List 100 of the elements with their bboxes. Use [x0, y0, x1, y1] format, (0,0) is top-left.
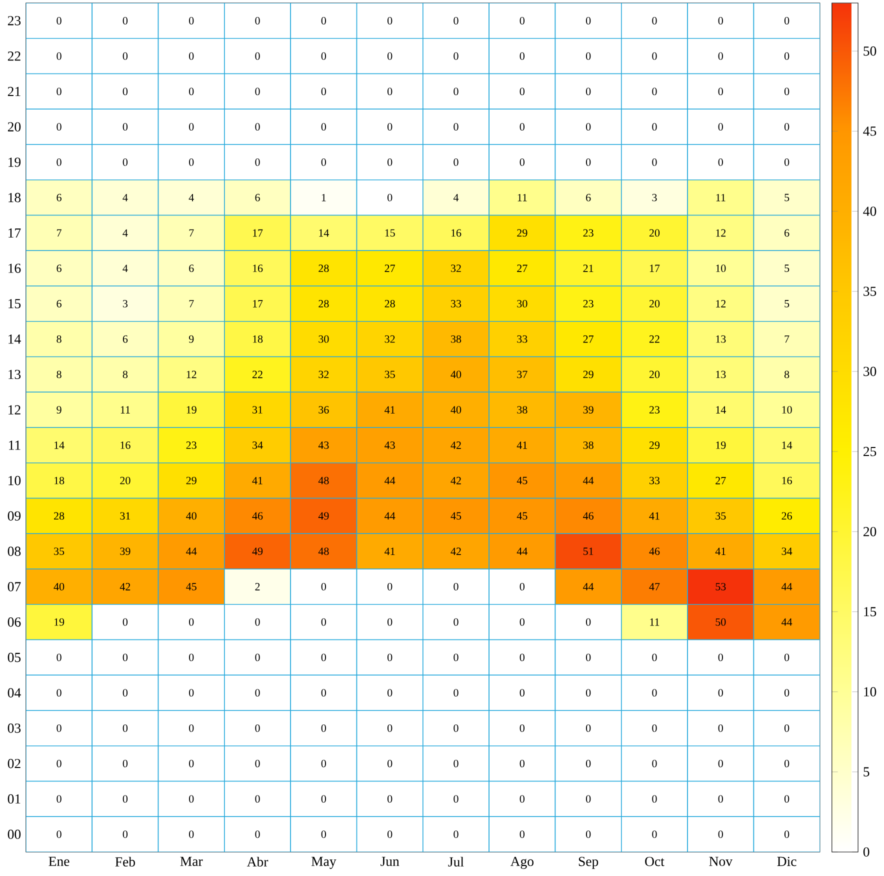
data-label: 27 — [384, 264, 396, 272]
data-label: 0 — [718, 123, 723, 130]
data-label: 41 — [252, 476, 262, 484]
data-label: 0 — [56, 52, 62, 60]
data-label: 40 — [450, 406, 462, 414]
data-label: 12 — [716, 229, 726, 236]
data-label: 5 — [784, 300, 790, 308]
data-label: 0 — [652, 123, 657, 130]
data-label: 40 — [186, 512, 196, 520]
x-tick-label: Ago — [510, 856, 534, 869]
data-label: 14 — [319, 229, 330, 236]
data-label: 27 — [517, 264, 528, 272]
data-label: 12 — [186, 370, 196, 378]
data-label: 45 — [516, 512, 528, 520]
data-label: 17 — [650, 264, 660, 272]
data-label: 41 — [715, 548, 726, 555]
data-label: 8 — [56, 335, 62, 343]
y-tick-label: 01 — [8, 794, 20, 804]
data-label: 0 — [189, 123, 194, 130]
data-label: 0 — [122, 830, 128, 838]
data-label: 49 — [252, 548, 263, 555]
data-label: 0 — [122, 688, 128, 696]
y-tick-label: 09 — [8, 511, 21, 520]
data-label: 33 — [649, 476, 660, 484]
data-label: 0 — [321, 52, 326, 60]
data-label: 0 — [189, 688, 194, 696]
x-tick-label: Ene — [48, 856, 70, 866]
data-label: 35 — [54, 548, 64, 555]
data-label: 0 — [718, 760, 723, 768]
data-label: 0 — [321, 582, 326, 590]
data-label: 0 — [520, 88, 524, 96]
y-tick-label: 02 — [8, 758, 20, 768]
data-label: 0 — [189, 16, 194, 24]
y-tick-label: 23 — [8, 16, 21, 26]
data-label: 0 — [586, 618, 591, 626]
data-label: 0 — [388, 52, 392, 60]
data-label: 0 — [189, 654, 194, 662]
data-label: 0 — [520, 582, 524, 590]
data-label: 0 — [321, 688, 326, 696]
data-label: 6 — [255, 194, 260, 202]
data-label: 27 — [583, 335, 594, 343]
data-label: 46 — [583, 512, 594, 520]
data-label: 0 — [189, 830, 194, 838]
data-label: 4 — [122, 229, 128, 236]
data-label: 33 — [517, 335, 528, 343]
data-label: 41 — [649, 512, 660, 520]
x-tick-label: Feb — [115, 856, 136, 866]
data-label: 0 — [520, 52, 524, 60]
data-label: 49 — [318, 512, 329, 520]
y-tick-label: 12 — [8, 405, 20, 414]
y-tick-label: 08 — [8, 546, 21, 556]
data-label: 0 — [388, 123, 392, 130]
x-tick-label: Jun — [380, 856, 400, 866]
data-label: 0 — [652, 795, 657, 803]
color-bar-label: 50 — [864, 46, 876, 56]
data-label: 0 — [189, 760, 194, 768]
data-label: 39 — [583, 406, 594, 414]
data-label: 29 — [186, 476, 196, 484]
data-label: 11 — [716, 194, 726, 202]
data-label: 6 — [784, 229, 790, 237]
data-label: 28 — [318, 300, 329, 308]
data-label: 0 — [520, 654, 524, 662]
data-label: 0 — [454, 582, 458, 590]
data-label: 2 — [255, 582, 260, 590]
data-label: 14 — [782, 441, 792, 449]
data-label: 11 — [518, 194, 527, 202]
data-label: 0 — [520, 688, 524, 696]
data-label: 51 — [583, 548, 594, 555]
data-label: 0 — [520, 830, 524, 838]
data-label: 0 — [454, 760, 458, 768]
data-label: 0 — [652, 688, 657, 696]
data-label: 3 — [122, 300, 128, 308]
color-bar-label: 10 — [864, 687, 876, 696]
data-label: 4 — [122, 264, 128, 272]
color-bar-label: 20 — [864, 526, 876, 536]
data-label: 33 — [451, 300, 462, 308]
x-tick-label: Oct — [645, 856, 664, 866]
data-label: 44 — [583, 476, 594, 484]
data-label: 0 — [652, 158, 657, 166]
data-label: 0 — [122, 16, 128, 24]
data-label: 28 — [318, 264, 329, 272]
data-label: 0 — [586, 88, 591, 96]
data-label: 0 — [520, 724, 524, 732]
data-label: 42 — [450, 476, 461, 484]
data-label: 0 — [122, 795, 128, 803]
color-bar-label: 45 — [863, 126, 876, 136]
data-label: 16 — [451, 229, 462, 237]
x-tick-label: Abr — [246, 856, 268, 866]
data-label: 7 — [784, 335, 790, 343]
data-label: 13 — [716, 370, 726, 378]
data-label: 0 — [586, 654, 591, 662]
data-label: 0 — [454, 52, 458, 60]
data-label: 0 — [321, 795, 326, 803]
data-label: 23 — [583, 229, 594, 237]
data-label: 0 — [388, 688, 392, 696]
data-label: 0 — [255, 654, 260, 662]
data-label: 35 — [716, 512, 726, 520]
y-tick-label: 04 — [8, 688, 21, 698]
color-bar-label: 5 — [864, 767, 870, 776]
data-label: 31 — [252, 406, 262, 414]
